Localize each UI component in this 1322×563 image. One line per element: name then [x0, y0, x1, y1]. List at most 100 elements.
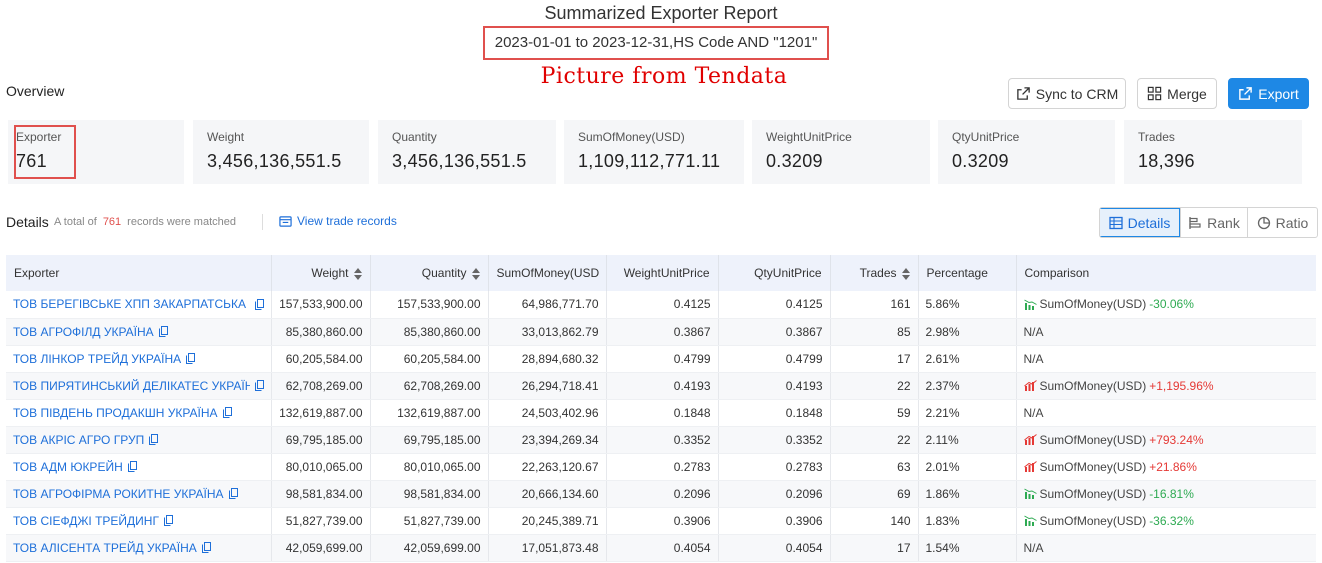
view-rank-button[interactable]: Rank — [1180, 208, 1247, 237]
copy-icon[interactable] — [222, 407, 232, 418]
stat-value: 3,456,136,551.5 — [392, 151, 527, 171]
column-header-label: Trades — [859, 266, 897, 280]
quantity-cell: 42,059,699.00 — [370, 534, 489, 562]
stat-label: WeightUnitPrice — [766, 130, 852, 144]
pie-chart-icon — [1257, 216, 1270, 229]
copy-icon[interactable] — [228, 488, 238, 499]
stat-label: Exporter — [16, 130, 62, 144]
weight-cell: 62,708,269.00 — [271, 372, 371, 400]
exporter-cell[interactable]: ТОВ АДМ ЮКРЕЙН — [6, 453, 272, 481]
sort-icon[interactable] — [901, 267, 910, 280]
exporter-cell[interactable]: ТОВ СІЕФДЖІ ТРЕЙДИНГ — [6, 507, 272, 535]
exporter-cell[interactable]: ТОВ АЛІСЕНТА ТРЕЙД УКРАЇНА — [6, 534, 272, 562]
copy-icon[interactable] — [149, 434, 159, 445]
merge-icon — [1147, 86, 1162, 101]
exporter-name-link[interactable]: ТОВ СІЕФДЖІ ТРЕЙДИНГ — [13, 513, 159, 528]
percentage-cell: 2.21% — [918, 399, 1017, 427]
stat-card-sum-of-money: SumOfMoney(USD) 1,109,112,771.11 — [564, 120, 744, 184]
column-header-trades[interactable]: Trades — [830, 255, 919, 291]
stat-value: 0.3209 — [952, 151, 1009, 171]
column-header-label: Percentage — [926, 266, 988, 280]
stat-label: SumOfMoney(USD) — [578, 130, 685, 144]
comparison-label: SumOfMoney(USD) — [1039, 486, 1147, 501]
copy-icon[interactable] — [201, 542, 211, 553]
comparison-cell: N/A — [1016, 534, 1316, 562]
exporter-name-link[interactable]: ТОВ АЛІСЕНТА ТРЕЙД УКРАЇНА — [13, 540, 197, 555]
exporter-name-link[interactable]: ТОВ ПІВДЕНЬ ПРОДАКШН УКРАЇНА — [13, 405, 218, 420]
merge-label: Merge — [1167, 85, 1207, 102]
exporter-name-link[interactable]: ТОВ АГРОФІРМА РОКИТНЕ УКРАЇНА — [13, 486, 224, 501]
comparison-cell: SumOfMoney(USD) -16.81% — [1016, 480, 1316, 508]
sum-of-money-cell: 17,051,873.48 — [488, 534, 607, 562]
view-mode-switch: Details Rank Ratio — [1099, 207, 1318, 238]
exporter-cell[interactable]: ТОВ ПІВДЕНЬ ПРОДАКШН УКРАЇНА — [6, 399, 272, 427]
comparison-cell: N/A — [1016, 318, 1316, 346]
comparison-label: N/A — [1023, 405, 1044, 420]
exporter-cell[interactable]: ТОВ АКРІС АГРО ГРУП — [6, 426, 272, 454]
copy-icon[interactable] — [186, 353, 196, 364]
sort-icon[interactable] — [471, 267, 480, 280]
sum-of-money-cell: 24,503,402.96 — [488, 399, 607, 427]
view-ratio-label: Ratio — [1275, 214, 1309, 231]
total-count: 761 — [102, 216, 122, 228]
view-rank-label: Rank — [1207, 214, 1240, 231]
view-details-button[interactable]: Details — [1100, 208, 1180, 237]
table-row: ТОВ БЕРЕГІВСЬКЕ ХПП ЗАКАРПАТСЬКА С 157,53… — [6, 291, 1316, 319]
exporter-name-link[interactable]: ТОВ ПИРЯТИНСЬКИЙ ДЕЛІКАТЕС УКРАЇН — [13, 378, 250, 393]
column-header-weight[interactable]: Weight — [271, 255, 371, 291]
exporter-name-link[interactable]: ТОВ БЕРЕГІВСЬКЕ ХПП ЗАКАРПАТСЬКА С — [13, 297, 250, 312]
percentage-cell: 2.61% — [918, 345, 1017, 373]
qty-unit-price-cell: 0.3352 — [718, 426, 831, 454]
weight-cell: 51,827,739.00 — [271, 507, 371, 535]
qty-unit-price-cell: 0.4799 — [718, 345, 831, 373]
export-button[interactable]: Export — [1228, 78, 1309, 109]
comparison-label: SumOfMoney(USD) — [1039, 378, 1147, 393]
copy-icon[interactable] — [158, 326, 168, 337]
comparison-label: SumOfMoney(USD) — [1039, 297, 1147, 312]
trend-up-icon — [1023, 380, 1037, 391]
view-trade-records-link[interactable]: View trade records — [279, 214, 397, 228]
sum-of-money-cell: 20,245,389.71 — [488, 507, 607, 535]
trades-cell: 22 — [830, 372, 919, 400]
comparison-cell: SumOfMoney(USD) +1,195.96% — [1016, 372, 1316, 400]
table-row: ТОВ СІЕФДЖІ ТРЕЙДИНГ 51,827,739.00 51,827,… — [6, 507, 1316, 535]
quantity-cell: 157,533,900.00 — [370, 291, 489, 319]
copy-icon[interactable] — [163, 515, 173, 526]
sort-icon[interactable] — [353, 267, 362, 280]
sync-to-crm-button[interactable]: Sync to CRM — [1008, 78, 1126, 109]
comparison-label: N/A — [1023, 324, 1044, 339]
exporter-cell[interactable]: ТОВ БЕРЕГІВСЬКЕ ХПП ЗАКАРПАТСЬКА С — [6, 291, 272, 319]
weight-cell: 157,533,900.00 — [271, 291, 371, 319]
exporter-cell[interactable]: ТОВ ПИРЯТИНСЬКИЙ ДЕЛІКАТЕС УКРАЇН — [6, 372, 272, 400]
copy-icon[interactable] — [127, 461, 137, 472]
exporter-cell[interactable]: ТОВ АГРОФІРМА РОКИТНЕ УКРАЇНА — [6, 480, 272, 508]
weight-cell: 80,010,065.00 — [271, 453, 371, 481]
exporter-name-link[interactable]: ТОВ АКРІС АГРО ГРУП — [13, 432, 145, 447]
copy-icon[interactable] — [254, 380, 264, 391]
table-icon — [1108, 216, 1123, 229]
qty-unit-price-cell: 0.4125 — [718, 291, 831, 319]
weight-cell: 69,795,185.00 — [271, 426, 371, 454]
comparison-label: SumOfMoney(USD) — [1039, 432, 1147, 447]
column-header-quantity[interactable]: Quantity — [370, 255, 489, 291]
stat-value: 0.3209 — [766, 151, 823, 171]
exporter-name-link[interactable]: ТОВ АГРОФІЛД УКРАЇНА — [13, 324, 154, 339]
quantity-cell: 62,708,269.00 — [370, 372, 489, 400]
percentage-cell: 1.86% — [918, 480, 1017, 508]
table-row: ТОВ АКРІС АГРО ГРУП 69,795,185.00 69,795,1… — [6, 426, 1316, 454]
exporter-cell[interactable]: ТОВ ЛІНКОР ТРЕЙД УКРАЇНА — [6, 345, 272, 373]
export-icon — [1239, 87, 1253, 100]
exporter-name-link[interactable]: ТОВ АДМ ЮКРЕЙН — [13, 459, 123, 474]
comparison-cell: SumOfMoney(USD) +21.86% — [1016, 453, 1316, 481]
exporter-cell[interactable]: ТОВ АГРОФІЛД УКРАЇНА — [6, 318, 272, 346]
exporter-table: Exporter Weight Quantity SumOfMoney(USD … — [6, 255, 1316, 562]
comparison-cell: SumOfMoney(USD) -36.32% — [1016, 507, 1316, 535]
exporter-name-link[interactable]: ТОВ ЛІНКОР ТРЕЙД УКРАЇНА — [13, 351, 182, 366]
qty-unit-price-cell: 0.3867 — [718, 318, 831, 346]
copy-icon[interactable] — [254, 298, 264, 310]
exporter-highlight-box — [14, 125, 76, 179]
column-header-label: Exporter — [14, 266, 60, 280]
merge-button[interactable]: Merge — [1137, 78, 1217, 109]
column-header-label: QtyUnitPrice — [754, 266, 822, 280]
view-ratio-button[interactable]: Ratio — [1247, 208, 1317, 237]
